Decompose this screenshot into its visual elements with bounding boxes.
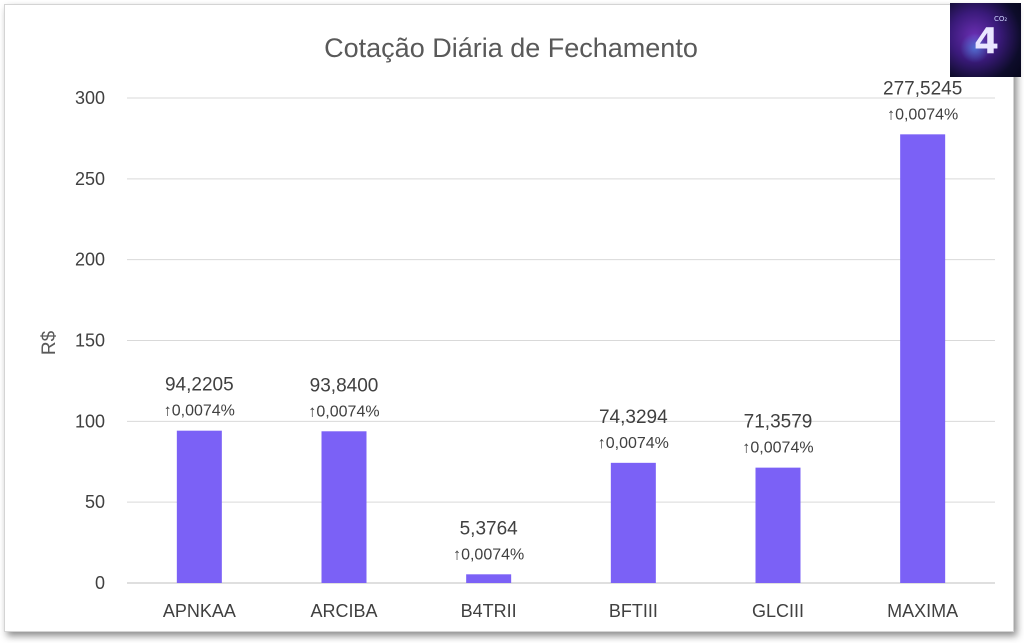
brand-logo: 4 CO₂ — [950, 3, 1021, 77]
y-axis-ticks: 0 50 100 150 200 250 300 — [75, 88, 105, 593]
y-tick-label: 300 — [75, 88, 105, 108]
bar — [466, 574, 512, 583]
bar — [176, 430, 222, 583]
data-label-value: 74,3294 — [599, 407, 668, 428]
bar — [610, 462, 656, 583]
data-label-value: 94,2205 — [165, 375, 234, 396]
x-category-label: GLCIII — [752, 601, 804, 621]
y-tick-label: 150 — [75, 331, 105, 351]
data-label-change: ↑0,0074% — [453, 546, 524, 563]
y-tick-label: 50 — [85, 492, 105, 512]
logo-subscript: CO₂ — [994, 15, 1008, 23]
x-category-label: ARCIBA — [310, 601, 377, 621]
data-labels: 94,2205 ↑0,0074% 93,8400 ↑0,0074% 5,3764 ↑0,0… — [164, 78, 963, 563]
logo-mark: 4 — [973, 21, 999, 62]
y-tick-label: 200 — [75, 250, 105, 270]
chart-frame: Cotação Diária de Fechamento R$ 0 50 100 15… — [4, 4, 1014, 632]
chart-title: Cotação Diária de Fechamento — [324, 33, 698, 63]
bar-chart: Cotação Diária de Fechamento R$ 0 50 100 15… — [39, 33, 995, 621]
bar — [900, 134, 946, 583]
bar — [755, 467, 801, 583]
x-category-label: MAXIMA — [887, 601, 958, 621]
bars — [176, 134, 946, 583]
data-label-change: ↑0,0074% — [164, 403, 235, 420]
data-label-value: 71,3579 — [744, 412, 813, 433]
bar — [321, 431, 367, 583]
y-tick-label: 100 — [75, 411, 105, 431]
x-axis-categories: APNKAA ARCIBA B4TRII BFTIII GLCIII MAXIMA — [163, 601, 958, 621]
data-label-change: ↑0,0074% — [598, 435, 669, 452]
data-label-change: ↑0,0074% — [887, 106, 958, 123]
y-tick-label: 250 — [75, 169, 105, 189]
y-tick-label: 0 — [95, 573, 105, 593]
x-category-label: APNKAA — [163, 601, 236, 621]
logo-glow — [960, 33, 990, 63]
data-label-change: ↑0,0074% — [308, 403, 379, 420]
data-label-value: 277,5245 — [883, 78, 962, 99]
x-category-label: B4TRII — [461, 601, 517, 621]
data-label-change: ↑0,0074% — [742, 440, 813, 457]
data-label-value: 5,3764 — [460, 518, 519, 539]
data-label-value: 93,8400 — [310, 375, 379, 396]
y-axis-label: R$ — [39, 330, 60, 355]
gridlines — [127, 97, 995, 584]
x-category-label: BFTIII — [609, 601, 658, 621]
